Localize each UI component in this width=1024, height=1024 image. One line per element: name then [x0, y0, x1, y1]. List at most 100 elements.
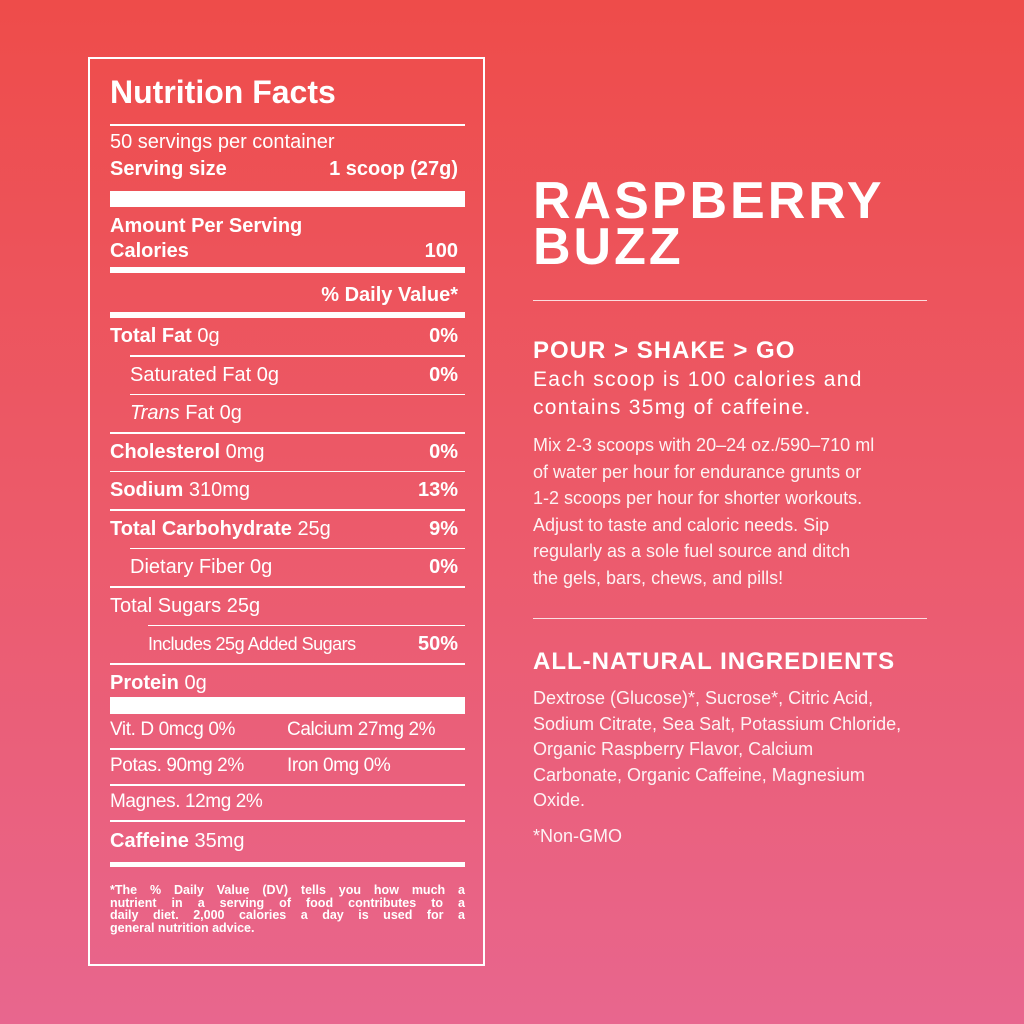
nutrient-name: Dietary Fiber [130, 556, 245, 578]
nutrient: Saturated Fat 0g [130, 363, 279, 387]
divider [533, 618, 927, 619]
summary: Each scoop is 100 calories and contains 3… [533, 366, 863, 422]
daily-value: 0% [429, 363, 458, 386]
nutrient-row: Total Sugars 25g [110, 594, 458, 618]
daily-value: 0% [429, 556, 458, 578]
nutrient: Trans Fat 0g [130, 401, 242, 425]
nutrient-amount: 0g [250, 556, 273, 578]
amount-per-serving: Amount Per Serving [110, 215, 303, 237]
text-line: the gels, bars, chews, and pills! [533, 567, 784, 588]
nutrient: Dietary Fiber 0g [130, 555, 272, 579]
nutrient-amount: 25g [226, 594, 261, 617]
nutrient-name: Sodium [110, 479, 184, 501]
nutrient-amount: 0g [184, 671, 207, 694]
nutrient-name: Total Sugars [110, 594, 222, 617]
text-line: Organic Raspberry Flavor, Calcium [533, 739, 814, 759]
serving-size: 1 scoop (27g) [329, 158, 458, 180]
nutrient-amount: 0g [219, 402, 242, 424]
nutrient-amount: 0g [197, 325, 220, 347]
nutrient-name: Includes 25g Added Sugars [148, 634, 356, 654]
nutrient-name: Total Carbohydrate [110, 517, 292, 540]
text-line: 1-2 scoops per hour for shorter workouts… [533, 488, 863, 509]
rule [130, 393, 465, 395]
serving-size-label: Serving size [110, 158, 227, 180]
rule [110, 820, 465, 822]
daily-value-header-text: % Daily Value* [321, 284, 458, 306]
nutrient-row: Includes 25g Added Sugars 50% [148, 632, 458, 656]
title-line: RASPBERRY [533, 172, 885, 230]
title-line: BUZZ [533, 218, 684, 276]
daily-value: 13% [417, 479, 458, 501]
caffeine: Caffeine 35mg [110, 829, 245, 853]
divider [533, 300, 927, 301]
text-line: Each scoop is 100 calories and [533, 368, 863, 391]
product-title: RASPBERRY BUZZ [533, 172, 885, 276]
nutrient-name: Saturated Fat [130, 363, 252, 386]
nutrient-amount: 0mg [225, 440, 265, 463]
nutrient-name: Protein [110, 671, 179, 694]
nutrient-row: Total Carbohydrate 25g 9% [110, 517, 458, 541]
text-line: regularly as a sole fuel source and ditc… [533, 541, 851, 562]
rule [130, 355, 465, 357]
mineral: Calcium 27mg 2% [287, 719, 436, 740]
rule [110, 470, 465, 472]
label-border [88, 57, 485, 966]
nutrient-name: Fat [185, 402, 215, 424]
text-line: Carbonate, Organic Caffeine, Magnesium [533, 764, 865, 785]
calories: 100 [424, 240, 458, 262]
nutrient-row: Sodium 310mg 13% [110, 478, 458, 502]
daily-value-header: % Daily Value* [110, 283, 458, 307]
rule [148, 624, 465, 626]
nutrient-name: Cholesterol [110, 440, 221, 463]
caffeine-label: Caffeine [110, 830, 189, 852]
text-line: Mix 2-3 scoops with 20–24 oz./590–710 ml [533, 435, 875, 455]
text-line: Adjust to taste and caloric needs. Sip [533, 514, 830, 535]
calories-row: Calories 100 [110, 239, 458, 263]
nutrient-row: Saturated Fat 0g 0% [130, 363, 458, 387]
medium-bar [110, 267, 465, 273]
serving-size-row: Serving size 1 scoop (27g) [110, 157, 458, 181]
nutrient: Includes 25g Added Sugars [148, 632, 356, 656]
nutrient-row: Protein 0g [110, 671, 458, 695]
text-line: Sodium Citrate, Sea Salt, Potassium Chlo… [533, 713, 902, 734]
rule [110, 124, 465, 126]
mineral: Magnes. 12mg 2% [110, 791, 263, 812]
instructions: Mix 2-3 scoops with 20–24 oz./590–710 ml… [533, 432, 874, 592]
daily-value: 9% [429, 517, 458, 540]
rule [110, 748, 465, 750]
nutrient-name: Total Fat [110, 325, 192, 347]
mineral: Potas. 90mg 2% [110, 755, 244, 776]
nutrient: Cholesterol 0mg [110, 440, 265, 464]
nutrient-row: Cholesterol 0mg 0% [110, 440, 458, 464]
rule [110, 663, 465, 665]
nutrient: Total Fat 0g [110, 324, 220, 348]
text-line: of water per hour for endurance grunts o… [533, 461, 862, 482]
servings: 50 servings per container [110, 131, 335, 153]
nutrient-amount: 310mg [188, 479, 251, 501]
rule [110, 509, 465, 511]
caffeine-amount: 35mg [194, 830, 245, 852]
nutrient-row: Trans Fat 0g [130, 401, 458, 425]
footnote-line: nutrient in a serving of food contribute… [110, 895, 465, 910]
nutrient-row: Dietary Fiber 0g 0% [130, 555, 458, 579]
rule [110, 586, 465, 588]
footnote-line: *The % Daily Value (DV) tells you how mu… [110, 883, 465, 897]
nutrient: Protein 0g [110, 671, 207, 695]
nutrient-name-italic: Trans [130, 402, 180, 424]
medium-bar [110, 862, 465, 867]
nutrient-amount: 25g [297, 517, 331, 540]
footnote-line: general nutrition advice. [110, 920, 255, 935]
nutrient: Sodium 310mg [110, 478, 250, 502]
text-line: Dextrose (Glucose)*, Sucrose*, Citric Ac… [533, 688, 874, 708]
caffeine-row: Caffeine 35mg [110, 829, 458, 853]
rule [110, 784, 465, 786]
mineral: Vit. D 0mcg 0% [110, 719, 235, 740]
mineral: Iron 0mg 0% [287, 755, 391, 776]
nutrient-row: Total Fat 0g 0% [110, 324, 458, 348]
label-title: Nutrition Facts [110, 74, 336, 110]
text-line: Oxide. [533, 790, 586, 810]
nutrient: Total Carbohydrate 25g [110, 517, 331, 541]
daily-value: 50% [417, 633, 458, 655]
text-line: contains 35mg of caffeine. [533, 396, 812, 419]
